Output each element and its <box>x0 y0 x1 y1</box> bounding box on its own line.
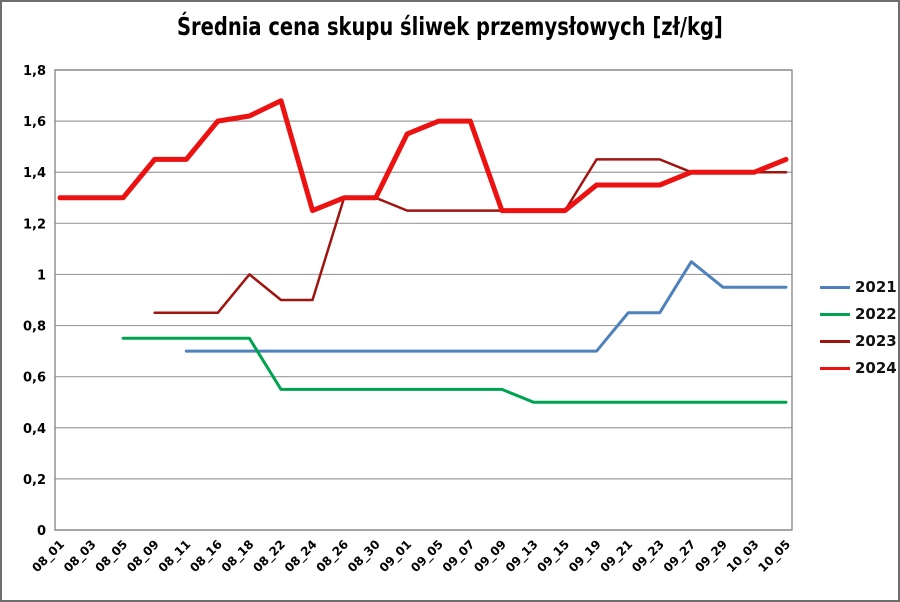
series-line-2024 <box>57 98 789 214</box>
x-axis-label: 10_05 <box>755 537 793 575</box>
chart-title-row: Średnia cena skupu śliwek przemysłowych … <box>2 12 898 41</box>
y-axis-label: 0,8 <box>23 320 46 335</box>
x-axis-label: 08_26 <box>313 537 351 575</box>
x-axis-label: 08_22 <box>250 537 288 575</box>
x-axis-label: 10_03 <box>724 537 762 575</box>
x-axis-label: 08_30 <box>345 537 383 575</box>
y-axis-label: 1,2 <box>23 217 46 232</box>
y-axis-label: 1,8 <box>23 64 46 79</box>
legend-item-2021: 2021 <box>820 274 898 301</box>
x-axis-label: 09_01 <box>377 537 415 575</box>
y-axis-label: 1,6 <box>23 115 46 130</box>
x-axis-label: 08_18 <box>219 537 257 575</box>
x-axis-label: 09_21 <box>598 537 636 575</box>
legend-label: 2022 <box>855 305 897 323</box>
x-axis-label: 09_29 <box>692 537 730 575</box>
legend-item-2022: 2022 <box>820 301 898 328</box>
y-axis-label: 0,2 <box>23 473 46 488</box>
x-axis-label: 09_19 <box>566 537 604 575</box>
legend-label: 2021 <box>855 278 897 296</box>
legend-label: 2023 <box>855 332 897 350</box>
legend-line-icon <box>820 367 850 370</box>
x-axis-label: 09_15 <box>534 537 572 575</box>
x-axis-label: 09_09 <box>471 537 509 575</box>
legend-item-2023: 2023 <box>820 328 898 355</box>
plot-border <box>54 69 793 531</box>
x-axis-label: 09_05 <box>408 537 446 575</box>
x-axis-label: 08_11 <box>156 537 194 575</box>
x-axis-label: 09_13 <box>503 537 541 575</box>
legend-line-icon <box>820 313 850 316</box>
legend: 2021 2022 2023 2024 <box>820 274 898 382</box>
legend-line-icon <box>820 286 850 289</box>
series-line-2023 <box>153 158 788 315</box>
y-axis-label: 0,6 <box>23 371 46 386</box>
x-axis-label: 09_07 <box>440 537 478 575</box>
x-axis-label: 08_01 <box>29 537 67 575</box>
legend-line-icon <box>820 340 850 343</box>
x-axis-label: 08_09 <box>124 537 162 575</box>
y-axis-label: 0 <box>37 524 46 539</box>
x-axis-label: 08_24 <box>282 537 320 575</box>
y-axis-label: 1,4 <box>23 166 46 181</box>
y-axis-label: 0,4 <box>23 422 46 437</box>
legend-label: 2024 <box>855 359 897 377</box>
x-axis-label: 09_23 <box>629 537 667 575</box>
series-line-2022 <box>121 336 788 404</box>
x-axis-label: 08_16 <box>187 537 225 575</box>
y-axis-label: 1 <box>37 268 46 283</box>
x-axis-label: 08_03 <box>61 537 99 575</box>
legend-item-2024: 2024 <box>820 355 898 382</box>
series-line-2021 <box>184 260 788 353</box>
chart-title: Średnia cena skupu śliwek przemysłowych … <box>177 12 723 41</box>
x-axis-label: 09_27 <box>661 537 699 575</box>
x-axis-label: 08_05 <box>92 537 130 575</box>
